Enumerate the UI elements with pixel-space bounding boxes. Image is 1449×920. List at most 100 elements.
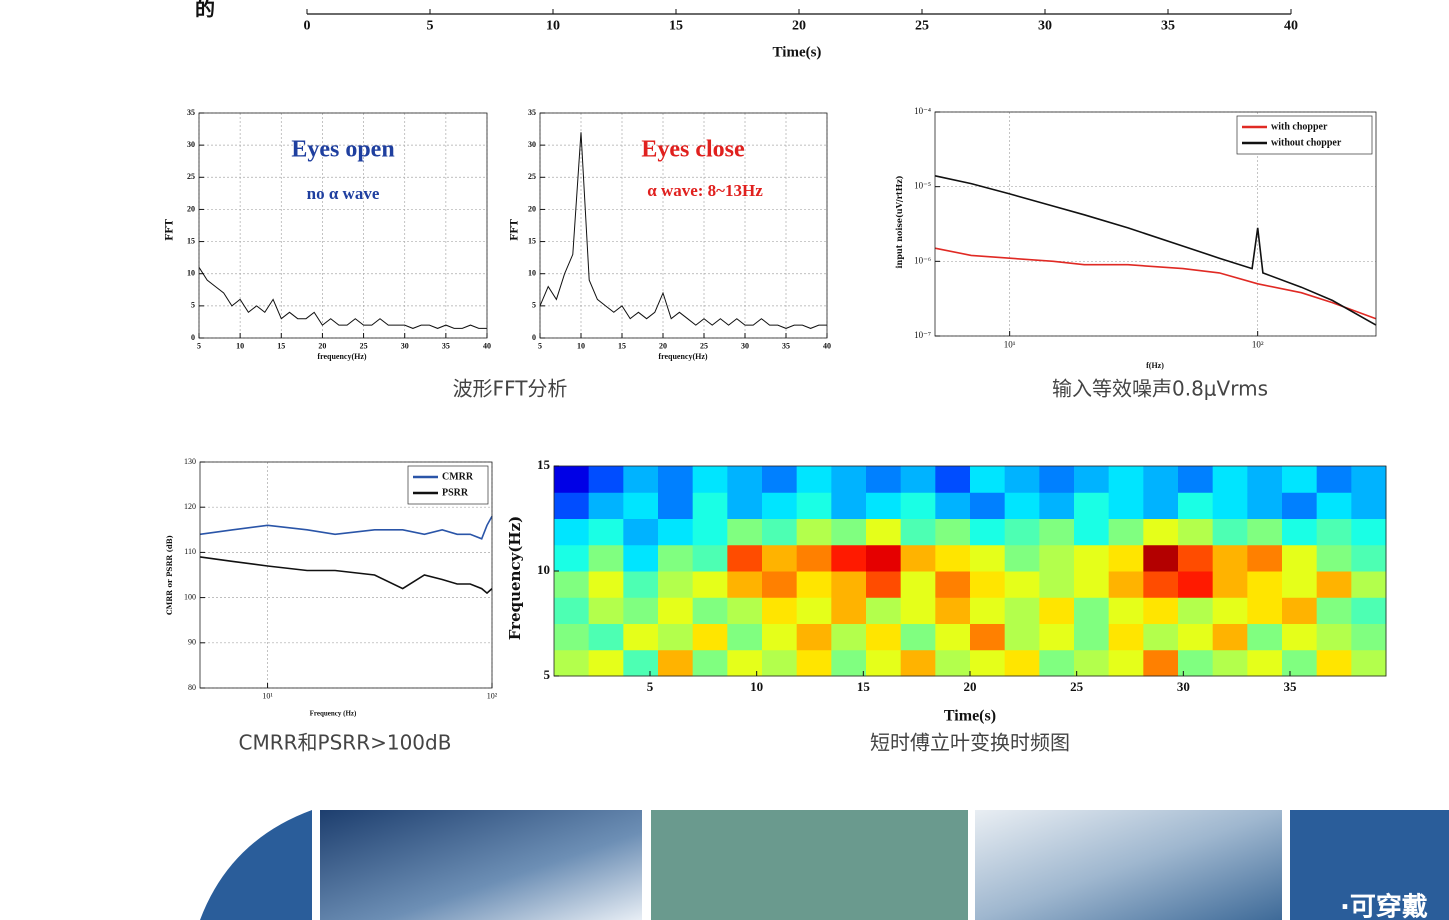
heat-cell: [1351, 597, 1387, 624]
blue-panel: [1290, 810, 1449, 920]
heat-cell: [1143, 492, 1179, 519]
y-tick-label: 15: [537, 457, 551, 472]
plot-frame: [934, 111, 1377, 337]
x-tick-label: 20: [964, 679, 977, 694]
heat-cell: [554, 492, 590, 519]
heat-cell: [935, 492, 971, 519]
x-tick-label: 30: [401, 342, 409, 351]
heat-cell: [1316, 492, 1352, 519]
y-tick-label: 10⁻⁶: [914, 255, 931, 265]
heat-cell: [1074, 623, 1110, 651]
y-tick-label: 20: [528, 204, 536, 213]
heat-cell: [970, 466, 1006, 493]
heat-cell: [554, 466, 590, 493]
x-axis-label: frequency(Hz): [658, 352, 708, 361]
heat-cell: [692, 597, 728, 624]
heat-cell: [866, 623, 902, 651]
heat-cell: [1212, 649, 1248, 677]
heat-cell: [1074, 571, 1110, 598]
y-tick-label: 10: [537, 562, 550, 577]
y-tick-label: 30: [528, 140, 536, 149]
heat-cell: [796, 492, 832, 519]
heat-cell: [831, 597, 867, 624]
heat-cell: [692, 571, 728, 598]
heat-cell: [796, 649, 832, 677]
heat-cell: [588, 571, 624, 598]
y-tick-label: 80: [188, 683, 196, 692]
annotation: no α wave: [307, 184, 380, 203]
heat-cell: [658, 623, 694, 651]
heat-cell: [1074, 492, 1110, 519]
line: [199, 556, 493, 595]
y-tick-label: 120: [184, 502, 196, 511]
heat-cell: [970, 571, 1006, 598]
plot-frame: [198, 112, 488, 339]
heat-cell: [1212, 518, 1248, 546]
legend-label: without chopper: [1271, 137, 1342, 148]
heat-cell: [727, 492, 763, 519]
heat-cell: [1247, 492, 1283, 519]
heat-cell: [900, 518, 936, 546]
heat-cell: [1212, 571, 1248, 598]
x-tick-label: 10: [546, 19, 560, 34]
heat-cell: [1178, 571, 1214, 598]
heat-cell: [1282, 492, 1318, 519]
x-tick-label: 10: [236, 342, 244, 351]
heat-cell: [727, 544, 763, 572]
caption: 短时傅立叶变换时频图: [870, 731, 1070, 755]
heat-cell: [1178, 623, 1214, 651]
heat-cell: [1316, 623, 1352, 651]
heat-cell: [658, 649, 694, 677]
heat-cell: [1004, 492, 1040, 519]
heat-cell: [1212, 623, 1248, 651]
x-tick-label: 25: [700, 342, 708, 351]
heat-cell: [623, 571, 659, 598]
y-axis-label: FFT: [510, 219, 521, 241]
heat-cell: [762, 649, 798, 677]
heat-cell: [1039, 544, 1075, 572]
y-tick-label: 90: [188, 638, 196, 647]
heat-cell: [554, 623, 590, 651]
heat-cell: [866, 492, 902, 519]
heat-cell: [831, 492, 867, 519]
heat-cell: [588, 466, 624, 493]
heat-cell: [727, 571, 763, 598]
heat-cell: [935, 466, 971, 493]
heat-cell: [623, 466, 659, 493]
heat-cell: [1039, 466, 1075, 493]
plot-frame: [539, 112, 828, 339]
y-tick-label: 35: [187, 108, 195, 117]
heat-cell: [1108, 597, 1144, 624]
heat-cell: [762, 544, 798, 572]
y-tick-label: 0: [191, 333, 195, 342]
heat-cell: [1316, 518, 1352, 546]
annotation: α wave: 8~13Hz: [647, 181, 763, 200]
heat-cell: [1074, 597, 1110, 624]
x-axis-label: Time(s): [944, 708, 996, 725]
heat-cell: [1039, 597, 1075, 624]
heat-cell: [1074, 466, 1110, 493]
heat-cell: [970, 623, 1006, 651]
heat-cell: [588, 518, 624, 546]
plot-area: [199, 113, 487, 338]
heat-cell: [1282, 597, 1318, 624]
heat-cell: [831, 623, 867, 651]
heat-cell: [900, 623, 936, 651]
x-tick-label: 10: [577, 342, 585, 351]
y-tick-label: 25: [187, 172, 195, 181]
heat-cell: [1247, 571, 1283, 598]
x-tick-label: 30: [741, 342, 749, 351]
heat-cell: [1004, 597, 1040, 624]
x-tick-label: 5: [647, 679, 654, 694]
y-axis-label: input noise(uV/rtHz): [894, 175, 904, 268]
heat-cell: [866, 571, 902, 598]
y-tick-label: 35: [528, 108, 536, 117]
heat-cell: [1004, 623, 1040, 651]
heat-cell: [762, 623, 798, 651]
decor-arc: [200, 810, 312, 920]
x-axis-label: Time(s): [773, 44, 822, 60]
heat-cell: [1074, 649, 1110, 677]
heat-cell: [1108, 492, 1144, 519]
line: [934, 247, 1377, 320]
legend-box: [407, 465, 489, 505]
